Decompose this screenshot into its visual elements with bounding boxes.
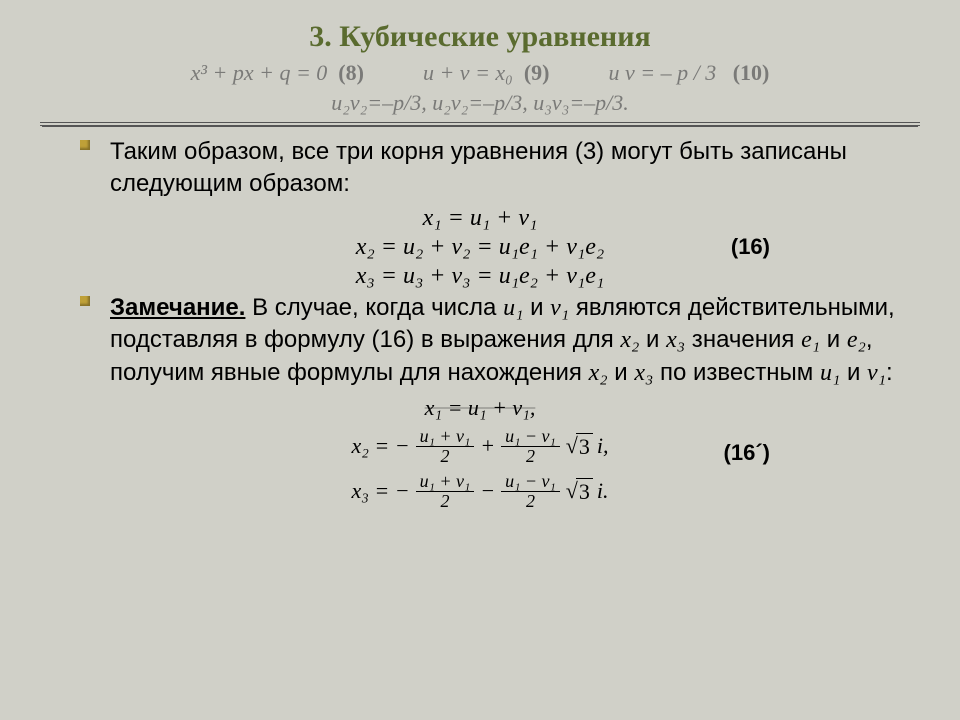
bullet-icon — [80, 296, 90, 306]
bullet-icon — [80, 140, 90, 150]
subtitle-eq-2: u₂v₂=–p/3, u₂v₂=–p/3, u₃v₃=–p/3. — [40, 90, 920, 116]
remark-v1: v₁ — [550, 295, 569, 321]
remark-a: В случае, когда числа — [245, 294, 503, 321]
sqrt-3-arg: 3 — [576, 478, 593, 505]
f2-lhs: x₂ = − — [352, 433, 410, 459]
title-wrap: 3. Кубические уравнения x³ + px + q = 0 … — [40, 20, 920, 123]
remark-v1b: v₁ — [867, 360, 886, 386]
remark-b2: и — [840, 359, 867, 386]
eq-10: u v = – p / 3 — [608, 60, 716, 85]
remark-u1: u₁ — [503, 295, 523, 321]
eq-row-3: x₃ = u₃ + v₃ = u₁e₂ + v₁e₁ — [40, 263, 920, 290]
remark-x3: x₃ — [666, 327, 685, 353]
frac-3a: u₁ + v₁ 2 — [416, 472, 475, 511]
formula-3: x₃ = − u₁ + v₁ 2 − u₁ − v₁ 2 √3i. — [40, 472, 920, 511]
sqrt-2-arg: 3 — [576, 433, 593, 460]
formulas-block: x₁ = u₁ + v₁, x₂ = − u₁ + v₁ 2 + u₁ − v₁… — [40, 395, 920, 511]
sqrt-3: √3 — [566, 478, 593, 505]
remark-f: и — [827, 326, 847, 353]
f3-i: i. — [597, 478, 609, 504]
remark-d2: и — [608, 359, 635, 386]
f3-num2: u₁ − v₁ — [501, 472, 560, 492]
eq-row-2-text: x₂ = u₂ + v₂ = u₁e₁ + v₁e₂ — [356, 234, 604, 260]
frac-2a: u₁ + v₁ 2 — [416, 427, 475, 466]
f2-num2: u₁ − v₁ — [501, 427, 560, 447]
eq-9-label: (9) — [524, 60, 550, 85]
body: Таким образом, все три корня уравнения (… — [40, 136, 920, 511]
f3-minus: − — [480, 478, 495, 504]
remark-b: и — [523, 294, 550, 321]
remark-d: и — [639, 326, 666, 353]
formula-1: x₁ = u₁ + v₁, — [40, 395, 920, 421]
page-title: 3. Кубические уравнения — [40, 20, 920, 54]
eq-row-1: x₁ = u₁ + v₁ — [40, 205, 920, 232]
remark-h: по известным — [653, 359, 820, 386]
frac-2b: u₁ − v₁ 2 — [501, 427, 560, 466]
eq-label-16: (16) — [731, 234, 770, 260]
sqrt-2: √3 — [566, 433, 593, 460]
eq-label-16p: (16´) — [724, 440, 770, 466]
f3-num1: u₁ + v₁ — [416, 472, 475, 492]
f2-den2: 2 — [522, 447, 539, 466]
eq-9: u + v = x₀ — [423, 60, 513, 85]
frac-3b: u₁ − v₁ 2 — [501, 472, 560, 511]
formula-2: x₂ = − u₁ + v₁ 2 + u₁ − v₁ 2 √3i, — [40, 427, 920, 466]
remark-x2b: x₂ — [589, 360, 608, 386]
f1-text: x₁ = u₁ + v₁, — [425, 395, 536, 421]
title-rule: 3. Кубические уравнения x³ + px + q = 0 … — [40, 20, 920, 126]
remark-x2: x₂ — [620, 327, 639, 353]
list-item: Замечание. В случае, когда числа u₁ и v₁… — [40, 292, 920, 389]
eq-10-label: (10) — [733, 60, 770, 85]
f2-i: i, — [597, 433, 609, 459]
f2-den1: 2 — [436, 447, 453, 466]
para-1: Таким образом, все три корня уравнения (… — [110, 138, 847, 197]
eq-row-2: x₂ = u₂ + v₂ = u₁e₁ + v₁e₂ (16) — [40, 234, 920, 261]
remark-head: Замечание. — [110, 294, 245, 321]
f2-num1: u₁ + v₁ — [416, 427, 475, 447]
remark-i: : — [886, 359, 893, 386]
remark-e2: e₂ — [847, 327, 866, 353]
f3-lhs: x₃ = − — [352, 478, 410, 504]
f3-den2: 2 — [522, 492, 539, 511]
remark-x3b: x₃ — [634, 360, 653, 386]
f3-den1: 2 — [436, 492, 453, 511]
slide: 3. Кубические уравнения x³ + px + q = 0 … — [0, 0, 960, 720]
subtitle-eq-1: x³ + px + q = 0 (8) u + v = x₀ (9) u v =… — [40, 60, 920, 86]
f2-plus: + — [480, 433, 495, 459]
eq-8-label: (8) — [338, 60, 364, 85]
eq-8: x³ + px + q = 0 — [191, 60, 328, 85]
list-item: Таким образом, все три корня уравнения (… — [40, 136, 920, 201]
remark-e: значения — [685, 326, 801, 353]
remark-u1b: u₁ — [820, 360, 840, 386]
remark-e1: e₁ — [801, 327, 820, 353]
